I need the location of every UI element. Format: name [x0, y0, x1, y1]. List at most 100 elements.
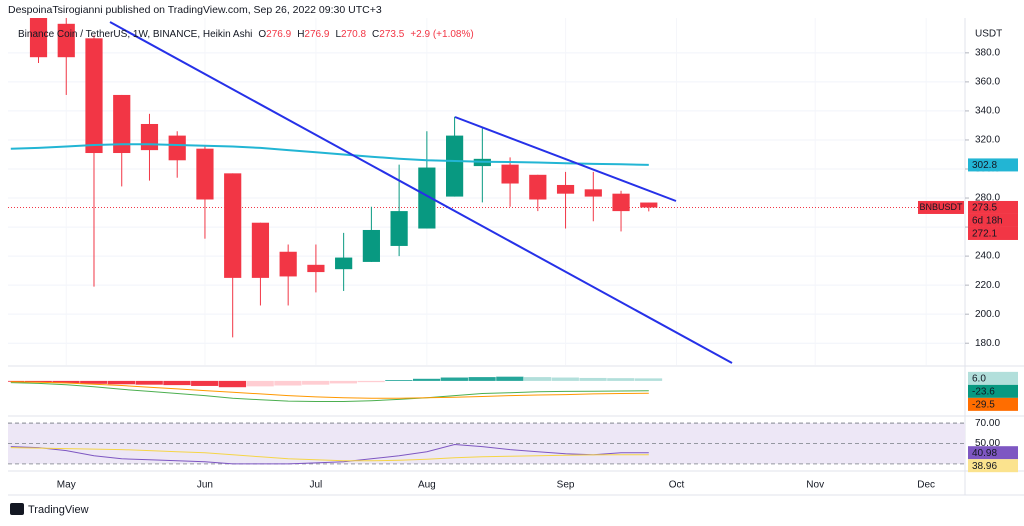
indicator-line: [10, 447, 649, 462]
value-label-box: [968, 371, 1018, 385]
histogram-bar: [52, 380, 80, 383]
value-label-box: [968, 200, 1018, 214]
main-pane: [8, 18, 965, 365]
indicator-line: [10, 381, 649, 399]
x-tick-label: Jun: [197, 480, 213, 491]
value-label-box: [968, 226, 1018, 240]
y-tick-label: 320.0: [975, 135, 1000, 146]
candle-body: [196, 148, 214, 200]
candle-body: [224, 173, 242, 278]
value-label-box: [968, 384, 1018, 398]
histogram-bar: [579, 377, 607, 381]
indicator-panes: [8, 376, 965, 465]
ohlc-value: 276.9: [304, 29, 329, 40]
trend-line: [454, 116, 677, 202]
moving-average: [10, 143, 649, 166]
price-unit: USDT: [975, 29, 1002, 40]
change: +2.9 (+1.08%): [410, 29, 473, 40]
histogram-bar: [357, 380, 385, 383]
symbol-tag: [918, 200, 964, 214]
indicator-line: [10, 382, 649, 402]
symbol-tag-label: BNBUSDT: [919, 202, 963, 212]
x-tick-label: Dec: [917, 480, 935, 491]
candle-body: [335, 257, 353, 270]
drawings: [109, 21, 733, 364]
ohlc-label: O: [258, 29, 266, 40]
x-tick-label: Nov: [806, 480, 824, 491]
candle-body: [168, 135, 186, 161]
candle-body: [279, 251, 297, 277]
candle-body: [29, 18, 48, 58]
published-note: DespoinaTsirogianni published on Trading…: [8, 4, 382, 16]
value-label-box: [968, 213, 1018, 227]
value-label: 272.1: [972, 229, 997, 240]
indicator-line: [10, 443, 649, 465]
y-tick-label: 340.0: [975, 106, 1000, 117]
value-label-box: [968, 459, 1018, 473]
value-label: -29.5: [972, 400, 995, 411]
candle-body: [556, 184, 575, 194]
symbol-legend: Binance Coin / TetherUS, 1W, BINANCE, He…: [18, 29, 474, 40]
value-label: 6.0: [972, 374, 986, 385]
candle-body: [85, 38, 103, 154]
y-tick-label: 70.00: [975, 418, 1000, 429]
histogram-bar: [107, 380, 136, 385]
histogram-bar: [496, 376, 524, 381]
value-label: 6d 18h: [972, 216, 1003, 227]
candle-body: [362, 229, 380, 262]
candle-body: [57, 23, 75, 58]
x-tick-label: May: [57, 480, 76, 491]
candle-body: [140, 123, 159, 151]
y-tick-label: 360.0: [975, 77, 1000, 88]
value-label: 40.98: [972, 448, 997, 459]
histogram-bar: [191, 380, 219, 386]
histogram-bar: [551, 377, 579, 381]
histogram-bar: [329, 380, 358, 384]
y-tick-label: 180.0: [975, 338, 1000, 349]
candle-body: [390, 211, 408, 246]
y-tick-label: 200.0: [975, 309, 1000, 320]
y-tick-label: 50.00: [975, 438, 1000, 449]
brand-logo: [10, 503, 24, 515]
x-tick-label: Oct: [669, 480, 685, 491]
histogram-bar: [412, 378, 441, 381]
y-tick-label: 220.0: [975, 280, 1000, 291]
candle-body: [113, 94, 131, 154]
value-label: -23.6: [972, 387, 995, 398]
ohlc-value: 270.8: [341, 29, 366, 40]
candle-body: [501, 164, 519, 184]
histogram-bar: [274, 380, 302, 386]
histogram-bar: [218, 380, 247, 388]
histogram-bar: [634, 378, 663, 381]
histogram-bar: [302, 380, 330, 385]
histogram-bar: [24, 380, 52, 383]
candle-body: [446, 135, 464, 197]
x-tick-label: Aug: [418, 480, 436, 491]
value-label: 302.8: [972, 160, 997, 171]
histogram-bar: [246, 380, 274, 387]
value-label-box: [968, 446, 1018, 460]
ohlc-label: H: [297, 29, 304, 40]
ohlc-label: C: [372, 29, 379, 40]
y-tick-label: 280.0: [975, 193, 1000, 204]
value-label: 273.5: [972, 203, 997, 214]
brand: TradingView: [28, 504, 89, 516]
x-tick-label: Sep: [557, 480, 575, 491]
ohlc-label: L: [335, 29, 341, 40]
histogram-bar: [440, 377, 468, 381]
candle-body: [584, 189, 602, 197]
y-tick-label: 240.0: [975, 251, 1000, 262]
y-tick-label: 380.0: [975, 47, 1000, 58]
candle-body: [529, 174, 547, 200]
trend-line: [109, 21, 733, 364]
symbol: Binance Coin / TetherUS, 1W, BINANCE, He…: [18, 29, 252, 40]
histogram-bar: [80, 380, 108, 384]
histogram-bar: [468, 377, 496, 381]
ohlc-value: 276.9: [266, 29, 291, 40]
value-label-box: [968, 158, 1018, 172]
histogram-bar: [523, 377, 552, 381]
histogram-bar: [135, 380, 163, 385]
candle-body: [612, 193, 630, 212]
